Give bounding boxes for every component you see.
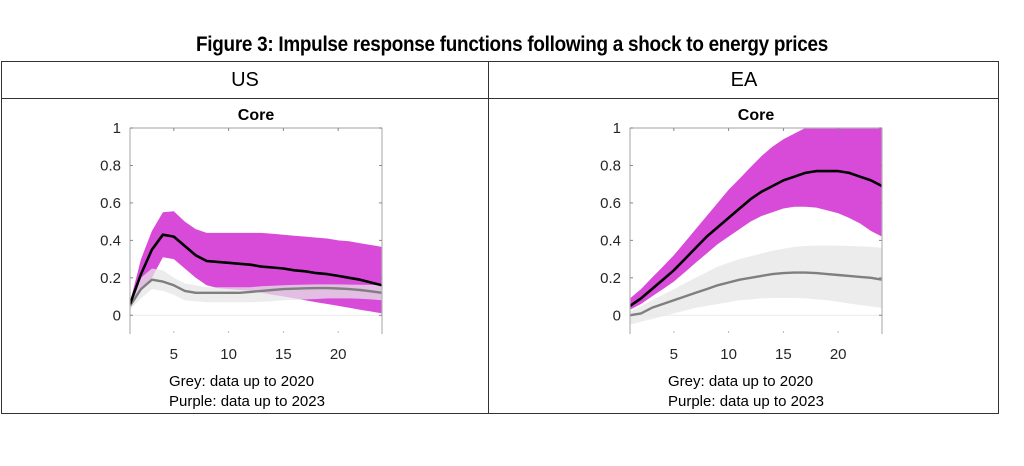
x-tick-label: 20 xyxy=(830,346,847,360)
x-tick-label: 10 xyxy=(220,346,237,360)
grey-median-line xyxy=(130,278,382,307)
header-us: US xyxy=(231,69,259,91)
y-tick-label: 0.6 xyxy=(600,195,621,212)
y-tick-label: 0.6 xyxy=(100,195,121,212)
purple-median-line xyxy=(630,169,882,307)
y-tick-label: 0.8 xyxy=(100,157,121,174)
x-tick-label: 10 xyxy=(720,346,737,360)
x-tick-label: 15 xyxy=(775,346,792,360)
column-divider xyxy=(488,62,489,413)
x-tick-label: 5 xyxy=(170,346,178,360)
grey-median-line xyxy=(630,271,882,317)
grey-confidence-band xyxy=(130,268,382,310)
legend-grey-us: Grey: data up to 2020 xyxy=(169,373,315,390)
figure-table: US EA xyxy=(1,61,999,414)
chart-title: Core xyxy=(238,107,275,124)
purple-confidence-band xyxy=(630,128,882,310)
y-tick-label: 1 xyxy=(613,120,621,137)
y-tick-label: 0.4 xyxy=(100,232,121,249)
legend-grey-ea: Grey: data up to 2020 xyxy=(668,373,814,390)
grey-confidence-band xyxy=(630,245,882,325)
y-tick-label: 1 xyxy=(113,120,121,137)
y-tick-label: 0 xyxy=(613,307,621,324)
x-tick-label: 5 xyxy=(670,346,678,360)
y-tick-label: 0.2 xyxy=(600,270,621,287)
chart-title: Core xyxy=(738,107,775,124)
x-tick-label: 15 xyxy=(275,346,292,360)
purple-median-line xyxy=(130,233,382,305)
y-tick-label: 0.8 xyxy=(600,157,621,174)
y-tick-label: 0.2 xyxy=(100,270,121,287)
header-ea: EA xyxy=(730,69,758,91)
legend-purple-us: Purple: data up to 2023 xyxy=(169,393,325,410)
y-tick-label: 0 xyxy=(113,307,121,324)
legend-purple-ea: Purple: data up to 2023 xyxy=(668,393,824,410)
figure-title: Figure 3: Impulse response functions fol… xyxy=(196,33,828,56)
x-tick-label: 20 xyxy=(330,346,347,360)
legend-ea: Grey: data up to 2020 Purple: data up to… xyxy=(668,372,824,412)
table-header-row xyxy=(2,62,998,99)
y-tick-label: 0.4 xyxy=(600,232,621,249)
legend-us: Grey: data up to 2020 Purple: data up to… xyxy=(169,372,325,412)
